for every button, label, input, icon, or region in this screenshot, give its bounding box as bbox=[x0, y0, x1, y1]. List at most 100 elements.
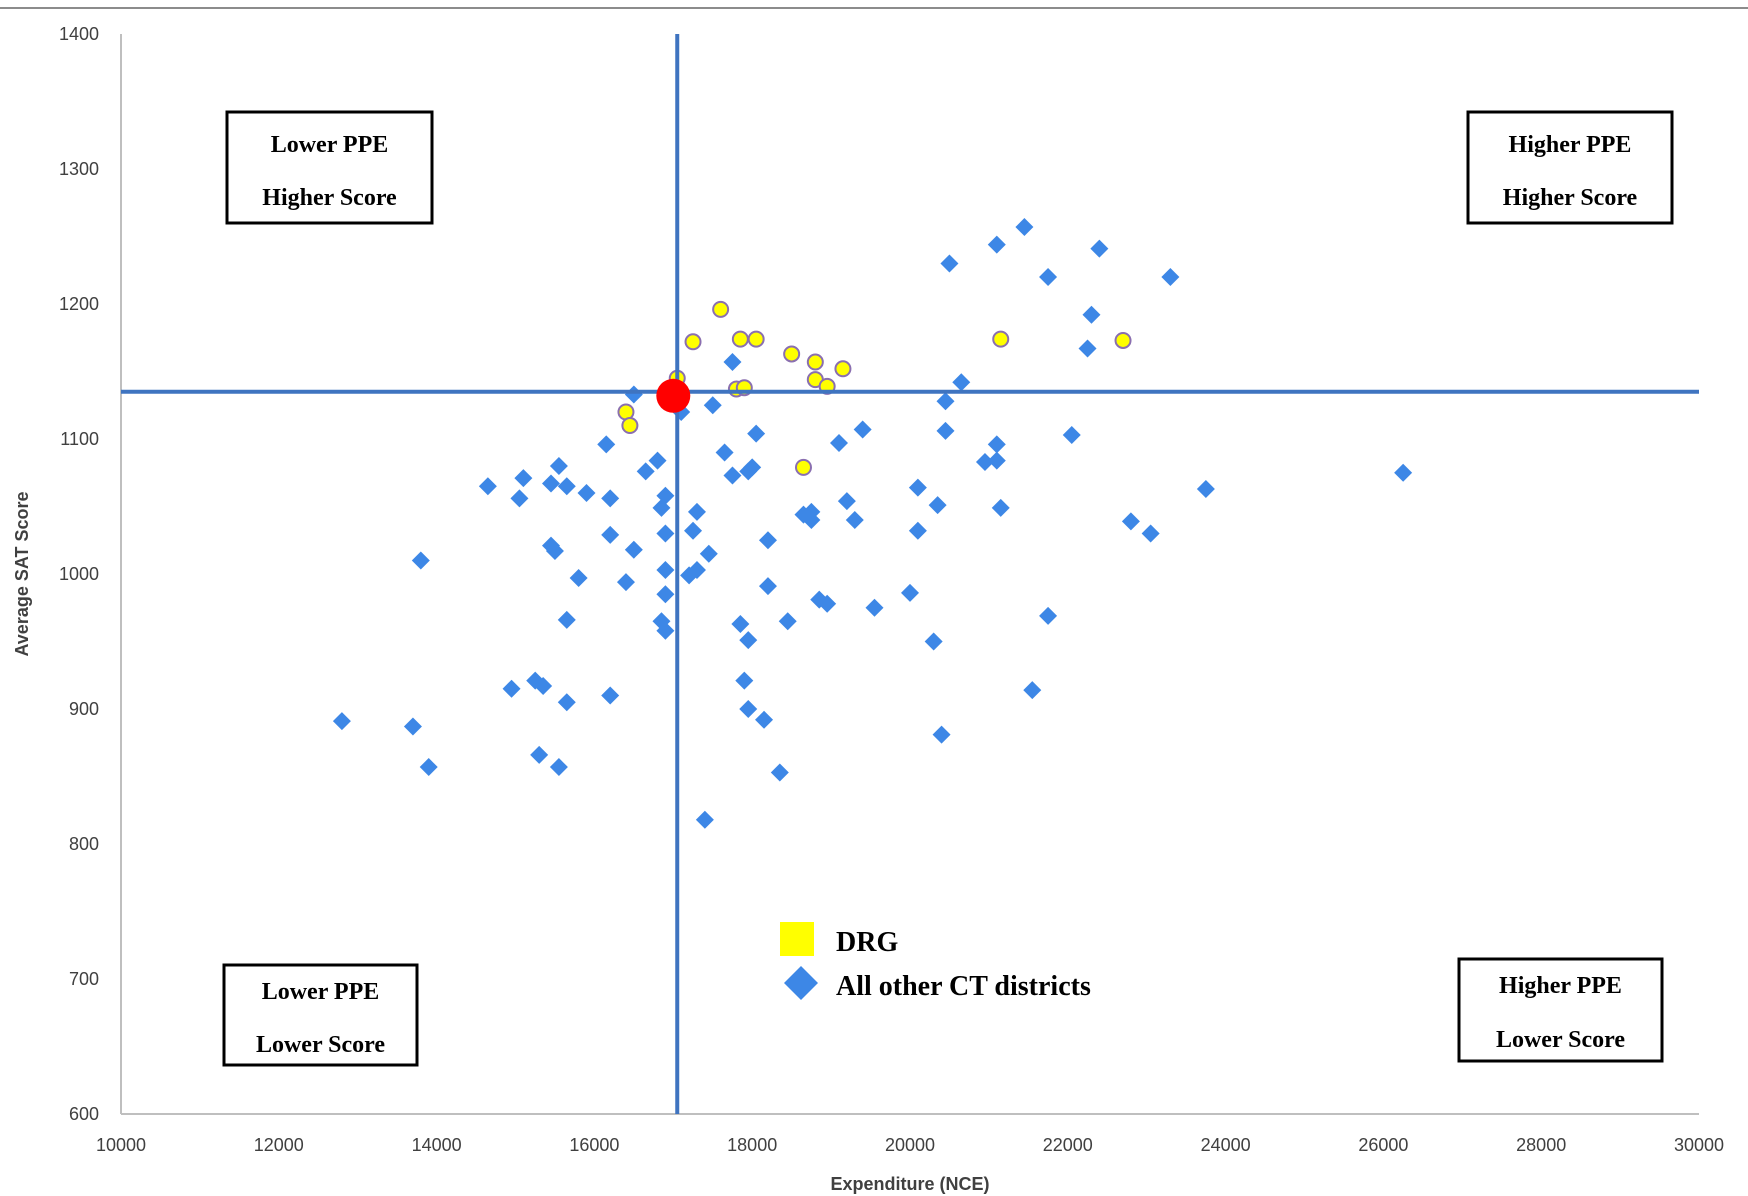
district-point bbox=[514, 469, 533, 488]
drg-point bbox=[684, 333, 702, 351]
district-point bbox=[656, 560, 675, 579]
district-point bbox=[723, 353, 742, 372]
district-point bbox=[652, 498, 671, 517]
legend-drg-label: DRG bbox=[836, 927, 898, 958]
district-point bbox=[557, 693, 576, 712]
district-point bbox=[636, 462, 655, 481]
x-tick-label: 30000 bbox=[1674, 1135, 1724, 1155]
district-point bbox=[932, 725, 951, 744]
y-tick-label: 1000 bbox=[59, 564, 99, 584]
district-point bbox=[1062, 425, 1081, 444]
district-point bbox=[549, 457, 568, 475]
district-point bbox=[557, 477, 576, 496]
quadrant-label-bottom-left: Lower PPE Lower Score bbox=[222, 963, 419, 1067]
district-point bbox=[1161, 268, 1180, 286]
x-tick-label: 16000 bbox=[569, 1135, 619, 1155]
x-tick-labels: 10000 12000 14000 16000 18000 20000 22000 24000… bbox=[96, 1135, 1724, 1155]
x-tick-label: 26000 bbox=[1358, 1135, 1408, 1155]
district-point bbox=[419, 758, 438, 777]
drg-point bbox=[806, 353, 824, 371]
district-point bbox=[837, 492, 856, 511]
y-tick-label: 900 bbox=[69, 699, 99, 719]
drg-point bbox=[794, 458, 812, 476]
district-point bbox=[510, 489, 529, 508]
district-point bbox=[656, 524, 675, 543]
district-point bbox=[695, 810, 714, 829]
district-point bbox=[739, 462, 758, 481]
district-point bbox=[747, 424, 766, 443]
district-point bbox=[936, 421, 955, 440]
district-point bbox=[597, 435, 616, 454]
district-point bbox=[557, 610, 576, 629]
x-tick-label: 22000 bbox=[1043, 1135, 1093, 1155]
district-point bbox=[569, 569, 588, 588]
district-point bbox=[687, 502, 706, 521]
district-point bbox=[656, 621, 675, 640]
district-point bbox=[542, 474, 561, 493]
district-point bbox=[624, 540, 643, 559]
district-point bbox=[478, 477, 497, 496]
district-point bbox=[758, 531, 777, 550]
y-tick-label: 1400 bbox=[59, 24, 99, 44]
legend-other-label: All other CT districts bbox=[836, 971, 1091, 1002]
district-point bbox=[901, 583, 919, 602]
district-point bbox=[908, 521, 927, 540]
district-point bbox=[1121, 512, 1140, 531]
district-point bbox=[684, 521, 703, 540]
y-tick-label: 600 bbox=[69, 1104, 99, 1124]
data-points bbox=[332, 218, 1413, 829]
x-axis-title: Expenditure (NCE) bbox=[830, 1174, 989, 1194]
x-tick-label: 12000 bbox=[254, 1135, 304, 1155]
y-tick-label: 800 bbox=[69, 834, 99, 854]
drg-point bbox=[1114, 331, 1132, 349]
y-tick-label: 700 bbox=[69, 969, 99, 989]
legend-drg-swatch bbox=[780, 922, 814, 956]
district-point bbox=[818, 594, 837, 613]
district-point bbox=[755, 710, 774, 729]
district-point bbox=[648, 451, 667, 470]
district-point bbox=[699, 544, 718, 563]
x-tick-label: 28000 bbox=[1516, 1135, 1566, 1155]
district-point bbox=[403, 717, 422, 736]
drg-point bbox=[992, 330, 1010, 348]
district-point bbox=[845, 511, 864, 529]
district-point bbox=[1023, 681, 1042, 700]
y-tick-label: 1200 bbox=[59, 294, 99, 314]
district-point bbox=[735, 671, 754, 690]
district-point bbox=[739, 631, 758, 650]
district-point bbox=[987, 451, 1006, 470]
x-tick-label: 24000 bbox=[1201, 1135, 1251, 1155]
quadrant-line2: Higher Score bbox=[262, 185, 397, 211]
district-point bbox=[616, 573, 635, 592]
quadrant-line1: Higher PPE bbox=[1509, 132, 1632, 158]
quadrant-label-bottom-right: Higher PPE Lower Score bbox=[1457, 957, 1664, 1063]
quadrant-line1: Higher PPE bbox=[1499, 973, 1622, 999]
district-point bbox=[601, 489, 620, 508]
district-point bbox=[829, 434, 848, 453]
district-point bbox=[928, 496, 947, 515]
x-tick-label: 10000 bbox=[96, 1135, 146, 1155]
drg-point bbox=[621, 417, 639, 434]
district-point bbox=[624, 385, 643, 404]
district-point bbox=[577, 484, 596, 502]
district-point bbox=[545, 542, 564, 561]
drg-point bbox=[783, 345, 801, 363]
quadrant-line1: Lower PPE bbox=[262, 979, 380, 1005]
district-point bbox=[601, 686, 620, 705]
quadrant-line2: Lower Score bbox=[256, 1032, 385, 1058]
quadrant-line2: Higher Score bbox=[1503, 185, 1638, 211]
district-point bbox=[802, 511, 821, 529]
district-point bbox=[723, 466, 742, 485]
legend: DRG All other CT districts bbox=[780, 922, 1091, 1002]
district-point bbox=[715, 443, 734, 462]
top-rule bbox=[0, 7, 1748, 9]
district-point bbox=[853, 420, 872, 439]
district-point bbox=[1039, 268, 1058, 286]
x-tick-label: 14000 bbox=[412, 1135, 462, 1155]
district-point bbox=[680, 566, 699, 585]
district-point bbox=[991, 498, 1010, 517]
district-point bbox=[1082, 305, 1101, 324]
x-tick-label: 20000 bbox=[885, 1135, 935, 1155]
district-point bbox=[975, 452, 994, 471]
